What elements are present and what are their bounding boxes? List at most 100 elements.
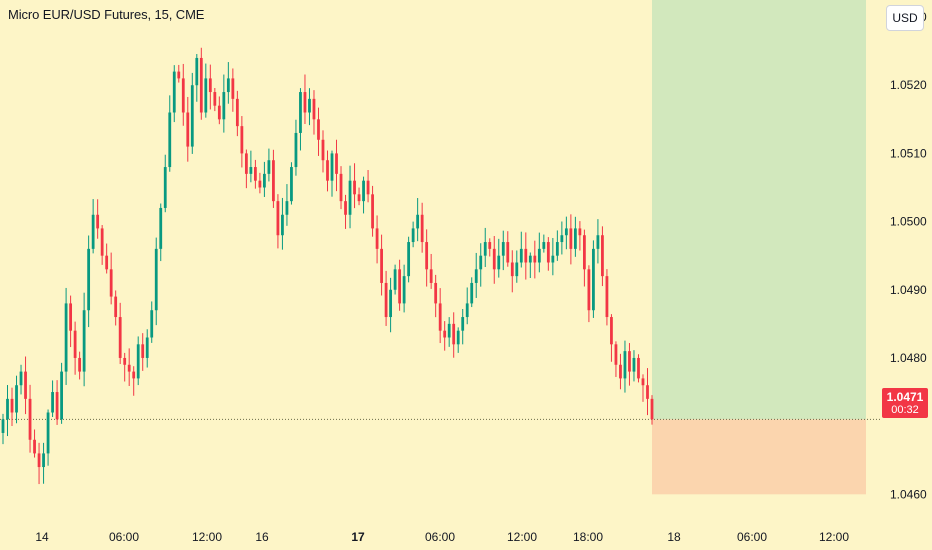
candle: [592, 240, 595, 318]
candle-body: [190, 85, 194, 147]
candle-body: [628, 351, 631, 372]
candle: [78, 351, 82, 380]
candle-body: [344, 201, 347, 215]
candle: [537, 232, 541, 273]
candle: [15, 375, 18, 424]
candle-body: [641, 378, 645, 386]
candle-body: [443, 330, 447, 338]
candle-body: [447, 323, 451, 338]
candle: [190, 72, 194, 154]
candle-body: [150, 310, 154, 338]
candle-body: [19, 371, 23, 386]
candle: [380, 234, 383, 296]
candle: [560, 221, 564, 255]
candle-body: [82, 310, 86, 372]
candle-body: [28, 398, 32, 440]
stop-zone[interactable]: [652, 419, 866, 495]
candle: [132, 366, 136, 396]
candle: [51, 380, 54, 418]
stop-loss-zone[interactable]: [652, 419, 866, 495]
candle: [542, 234, 546, 253]
candle: [384, 270, 388, 326]
candle-body: [533, 255, 537, 263]
price-axis[interactable]: 1.04601.04801.04901.05001.05101.05201.05…: [890, 10, 927, 501]
candle-body: [592, 248, 595, 311]
candle: [159, 203, 163, 262]
candle-body: [312, 98, 316, 120]
currency-button[interactable]: USD: [886, 5, 924, 31]
candle: [24, 356, 27, 415]
candle-body: [384, 282, 388, 318]
candle: [272, 149, 275, 208]
candle-body: [145, 337, 149, 358]
candle: [357, 187, 361, 206]
candle-body: [60, 371, 63, 420]
candle-body: [240, 126, 244, 154]
candle: [186, 96, 190, 162]
candle-body: [55, 392, 59, 420]
candle-body: [15, 385, 18, 413]
candle: [510, 250, 514, 293]
candle: [330, 150, 334, 197]
candle: [551, 237, 555, 276]
candle: [646, 368, 649, 416]
candle-body: [195, 57, 199, 86]
candle-body: [263, 173, 266, 188]
candle: [411, 221, 415, 248]
candle: [145, 329, 149, 368]
candle-body: [267, 160, 271, 174]
candle-body: [91, 214, 95, 249]
price-tick-label: 1.0510: [890, 146, 927, 160]
candle-body: [154, 248, 158, 311]
candle-body: [168, 112, 172, 168]
candle-body: [330, 153, 334, 181]
candle-body: [497, 255, 501, 270]
candle: [6, 385, 9, 437]
candle-body: [163, 167, 167, 208]
candle: [371, 185, 374, 237]
bar-countdown-label: 00:32: [891, 403, 919, 416]
candle: [326, 150, 329, 192]
candle-body: [123, 357, 127, 365]
candle-body: [650, 398, 654, 420]
time-tick-label: 06:00: [737, 530, 767, 544]
candle: [42, 442, 45, 484]
candle-body: [470, 282, 474, 304]
candle-body: [461, 317, 465, 331]
candle-body: [411, 228, 415, 243]
profit-target-zone[interactable]: [652, 0, 866, 420]
candle: [362, 176, 365, 214]
time-tick-label: 16: [255, 530, 269, 544]
candle: [258, 172, 262, 194]
time-axis[interactable]: 14 06:00 12:00 16 17 06:00 12:00 18:00 18 06:00 12…: [35, 530, 849, 544]
candle-body: [560, 235, 564, 243]
candle-body: [326, 160, 329, 181]
candle-body: [578, 228, 582, 236]
candle-body: [186, 112, 190, 147]
candle: [240, 116, 244, 168]
candle: [479, 243, 483, 287]
target-zone[interactable]: [652, 0, 866, 420]
candle-body: [253, 167, 257, 181]
candle-body: [537, 248, 541, 263]
candle: [470, 277, 474, 308]
candle-body: [321, 139, 325, 161]
candle-body: [393, 269, 397, 290]
candle: [64, 287, 68, 385]
candle: [231, 68, 235, 112]
candle-body: [258, 180, 262, 188]
time-tick-label: 14: [35, 530, 49, 544]
candle: [10, 387, 14, 426]
candle-body: [479, 255, 483, 270]
time-tick-label: 06:00: [425, 530, 455, 544]
candle: [407, 236, 411, 283]
candle: [614, 341, 618, 377]
candle-body: [380, 248, 383, 283]
candle: [321, 130, 325, 173]
candle-body: [100, 228, 104, 256]
time-tick-label: 17: [351, 530, 365, 544]
candle: [443, 321, 447, 351]
candle: [555, 230, 559, 261]
candle-body: [213, 92, 217, 106]
